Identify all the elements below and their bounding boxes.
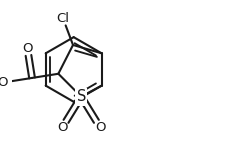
Text: S: S	[77, 89, 86, 104]
Text: O: O	[95, 122, 105, 135]
Text: O: O	[0, 76, 8, 89]
Text: O: O	[57, 122, 67, 135]
Text: O: O	[22, 42, 33, 55]
Text: Cl: Cl	[56, 12, 69, 25]
